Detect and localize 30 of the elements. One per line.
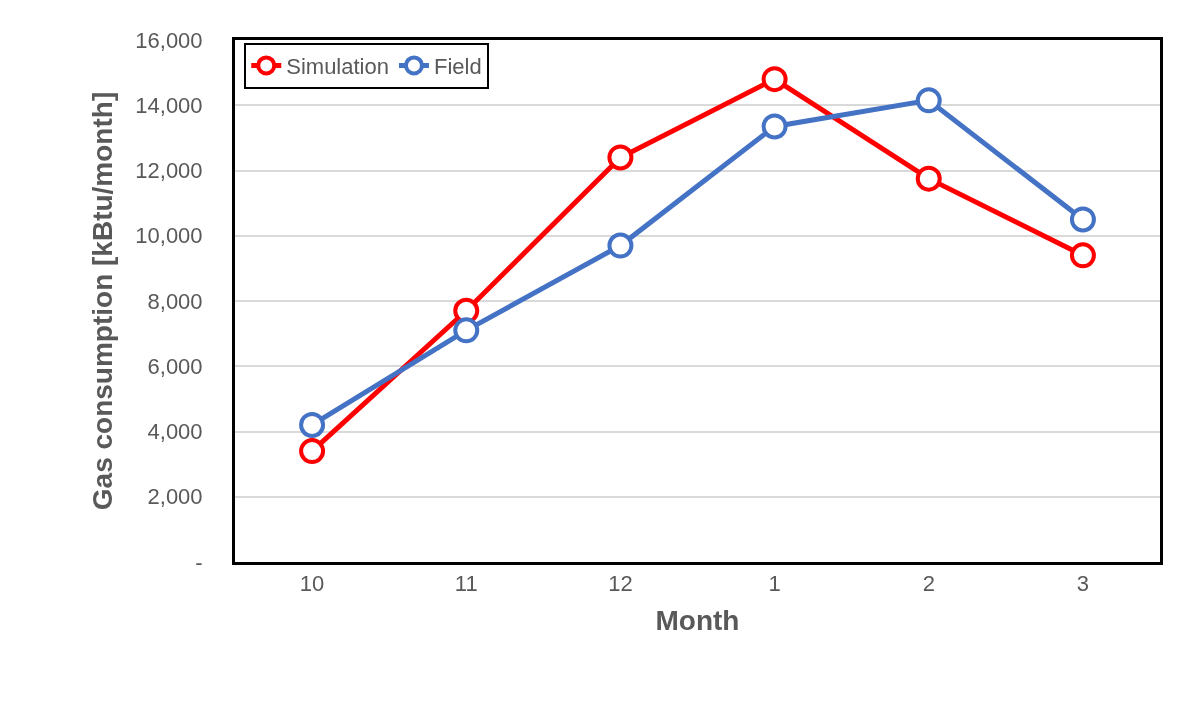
point [915,87,942,114]
point [915,165,942,192]
point [607,144,634,171]
x-tick-label: 10 [299,571,325,597]
point [761,113,788,140]
x-tick-label: 12 [608,571,633,597]
point [1069,206,1096,233]
x-axis-title: Month [655,604,740,636]
y-tick-label: 10,000 [135,223,203,249]
y-tick-label: 16,000 [135,27,203,53]
y-tick-label: 14,000 [135,92,203,118]
point [453,317,480,344]
y-axis-title: Gas consumption [kBtu/month] [87,91,118,511]
point [299,438,326,465]
y-tick-label: 6,000 [147,353,203,379]
x-tick-label: 2 [922,571,935,597]
y-tick-label: 12,000 [135,158,203,184]
y-tick-label: 4,000 [147,419,203,445]
legend-label: Simulation [286,53,389,79]
point [607,232,634,259]
y-tick-label: 8,000 [147,288,203,314]
x-tick-label: 1 [768,571,781,597]
x-tick-label: 11 [454,571,478,597]
x-tick-label: 3 [1076,571,1090,597]
point [299,411,326,438]
y-tick-label: 2,000 [147,484,203,510]
y-tick-label: - [195,549,203,575]
legend-label: Field [433,53,482,79]
point [761,66,788,93]
point [1069,242,1096,269]
